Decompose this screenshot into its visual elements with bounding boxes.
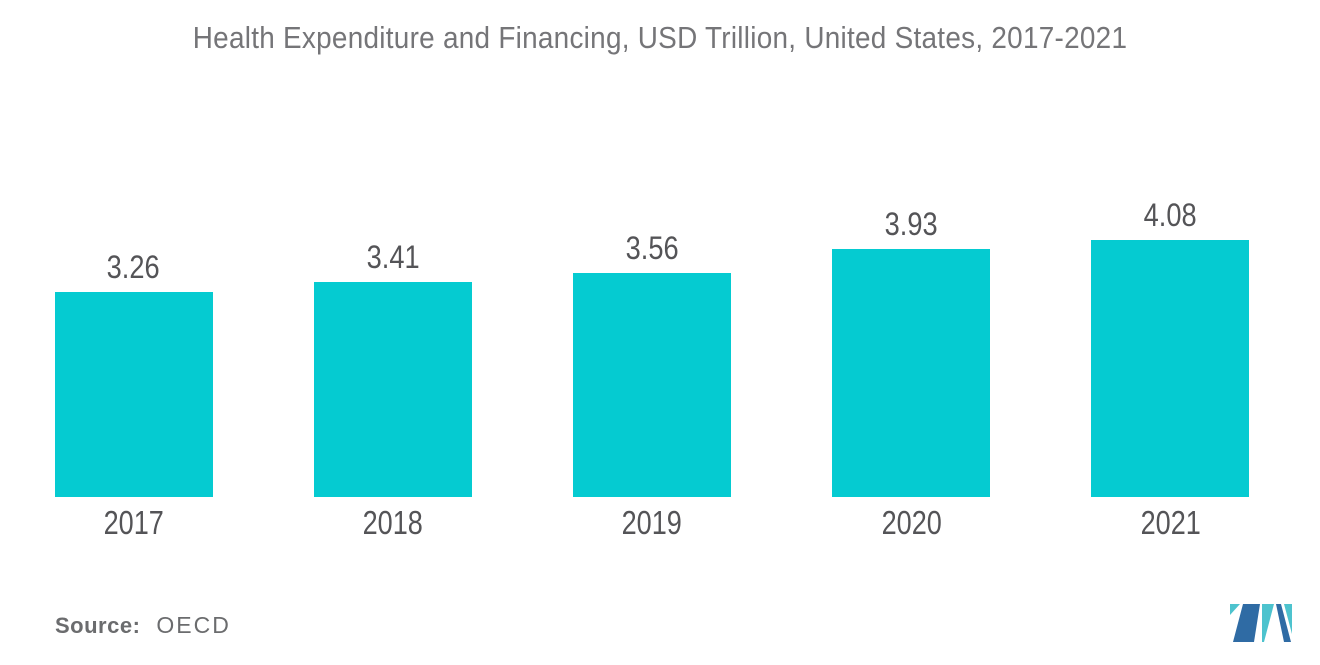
bar-chart: 3.26 3.41 3.56 3.93 4.08 bbox=[4, 180, 1300, 497]
bar-column: 3.26 bbox=[4, 180, 263, 497]
bar-category-label: 2021 bbox=[1140, 504, 1201, 541]
bar bbox=[1091, 239, 1250, 497]
bar-column: 3.56 bbox=[522, 180, 781, 497]
bar-value-label: 3.93 bbox=[884, 206, 938, 243]
bar-category-label: 2019 bbox=[621, 504, 683, 541]
bar bbox=[54, 291, 213, 497]
bar-column: 3.41 bbox=[263, 180, 522, 497]
chart-title: Health Expenditure and Financing, USD Tr… bbox=[192, 20, 1128, 55]
mordor-logo bbox=[1230, 604, 1292, 642]
source-row: Source: OECD bbox=[55, 612, 231, 639]
bar-value-label: 3.41 bbox=[366, 239, 420, 276]
mordor-intelligence-m-icon bbox=[1230, 604, 1292, 642]
bar-column: 4.08 bbox=[1041, 180, 1300, 497]
bar-column: 3.93 bbox=[782, 180, 1041, 497]
bar-category-label: 2020 bbox=[881, 504, 942, 541]
bar-value-label: 3.26 bbox=[107, 248, 161, 285]
source-label: Source: bbox=[55, 613, 141, 638]
source-value: OECD bbox=[156, 612, 231, 638]
bar-category-label: 2018 bbox=[362, 504, 423, 541]
bar bbox=[573, 272, 731, 497]
bar-value-label: 3.56 bbox=[625, 229, 679, 266]
bar bbox=[832, 249, 991, 497]
bar-category-label: 2017 bbox=[103, 504, 164, 541]
bar bbox=[313, 282, 472, 497]
bar-chart-category-axis: 2017 2018 2019 2020 2021 bbox=[4, 497, 1300, 543]
bar-value-label: 4.08 bbox=[1143, 196, 1197, 233]
